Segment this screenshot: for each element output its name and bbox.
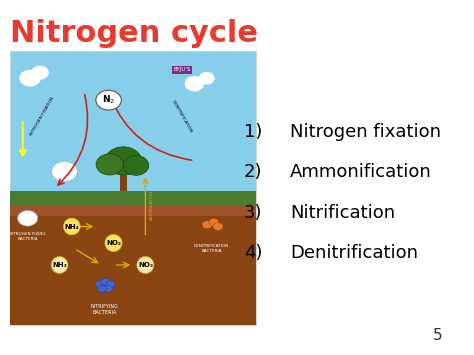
FancyBboxPatch shape — [10, 204, 256, 215]
Text: NITRIFYING
BACTERIA: NITRIFYING BACTERIA — [91, 304, 119, 315]
Circle shape — [52, 162, 77, 181]
Circle shape — [20, 70, 40, 86]
Text: N$_2$: N$_2$ — [102, 94, 115, 106]
Text: Ammonification: Ammonification — [290, 163, 432, 181]
Circle shape — [123, 155, 149, 175]
FancyBboxPatch shape — [10, 191, 256, 210]
Circle shape — [95, 281, 104, 288]
Text: 4): 4) — [244, 244, 263, 262]
Text: NITROGEN FIXING
BACTERIA: NITROGEN FIXING BACTERIA — [9, 233, 46, 241]
FancyBboxPatch shape — [10, 51, 256, 326]
Text: NO₃: NO₃ — [138, 262, 153, 268]
Circle shape — [202, 221, 212, 229]
Text: 2): 2) — [244, 163, 263, 181]
Text: 5: 5 — [432, 328, 442, 343]
Circle shape — [213, 223, 223, 230]
Text: Nitrogen fixation: Nitrogen fixation — [290, 123, 441, 141]
Text: NH₄: NH₄ — [64, 224, 79, 230]
Text: NITROGEN FIXATION: NITROGEN FIXATION — [29, 97, 55, 137]
Circle shape — [96, 90, 121, 110]
Text: BYJU'S: BYJU'S — [173, 67, 191, 72]
Text: ASSIMILATION: ASSIMILATION — [150, 189, 155, 220]
Text: DENITRIFICATION
BACTERIA: DENITRIFICATION BACTERIA — [194, 244, 229, 253]
FancyBboxPatch shape — [10, 210, 256, 326]
Text: 3): 3) — [244, 204, 263, 222]
Circle shape — [209, 218, 219, 226]
Text: Denitrification: Denitrification — [290, 244, 418, 262]
Circle shape — [185, 77, 203, 91]
Circle shape — [106, 281, 115, 288]
Circle shape — [103, 285, 113, 292]
Circle shape — [100, 278, 109, 285]
Circle shape — [200, 72, 214, 84]
Circle shape — [96, 154, 123, 175]
Text: NH₃: NH₃ — [52, 262, 67, 268]
Text: DENITRIFICATION: DENITRIFICATION — [171, 99, 193, 134]
Circle shape — [18, 211, 37, 226]
Text: 1): 1) — [244, 123, 263, 141]
Text: NO₂: NO₂ — [106, 240, 121, 246]
Text: Nitrification: Nitrification — [290, 204, 395, 222]
Text: Nitrogen cycle: Nitrogen cycle — [10, 19, 258, 48]
Circle shape — [97, 285, 106, 292]
Circle shape — [105, 147, 142, 175]
Circle shape — [32, 66, 48, 79]
FancyBboxPatch shape — [120, 168, 127, 191]
